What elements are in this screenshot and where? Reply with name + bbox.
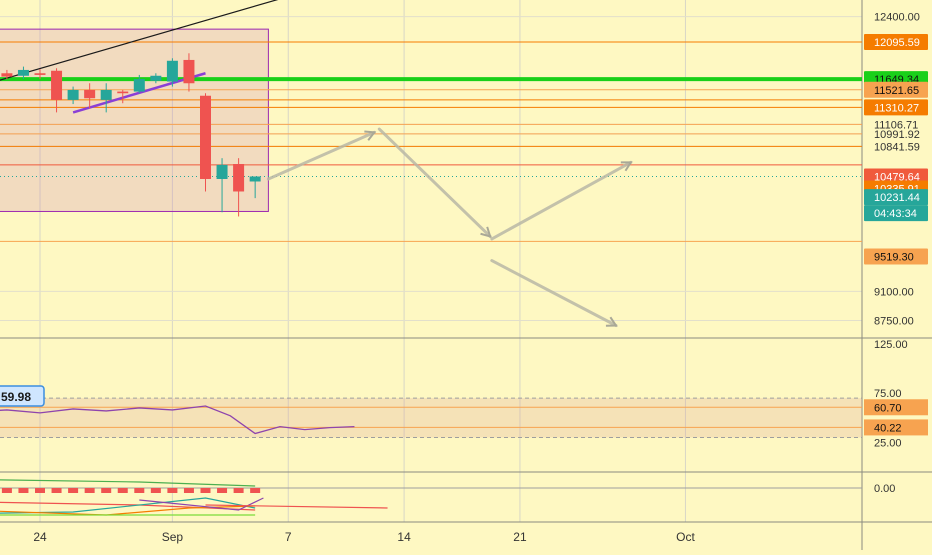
price-badge[interactable] [864,248,928,265]
price-badge-label: 04:43:34 [874,208,917,220]
price-badge-label: 9519.30 [874,251,914,263]
price-tick-label: 9100.00 [874,286,914,298]
rsi-tick-label: 25.00 [874,437,902,449]
oscillator-bar [51,488,62,493]
candle[interactable] [51,70,63,100]
time-tick-label: 21 [513,530,527,544]
forecast-arrowhead [480,226,492,238]
candle[interactable] [233,164,245,192]
rsi-value-label: 59.98 [1,390,31,404]
forecast-arrowhead [620,161,633,172]
candle[interactable] [1,73,13,77]
candle[interactable] [200,95,211,179]
price-tick-label: 8750.00 [874,316,914,328]
forecast-arrow[interactable] [377,127,492,238]
price-badge-label: 12095.59 [874,37,920,49]
price-tick-label: 11106.71 [874,119,918,131]
oscillator-bar [183,488,194,493]
range-rectangle[interactable] [0,28,269,212]
oscillator-pane [0,479,862,516]
candle[interactable] [100,89,112,100]
price-tick-label: 12400.00 [874,12,920,24]
rsi-tick-label: 125.00 [874,339,908,351]
price-badge[interactable] [864,189,928,206]
price-badge[interactable] [864,205,928,222]
oscillator-bar [117,488,128,493]
oscillator-bar [84,488,95,493]
time-tick-label: 24 [33,530,47,544]
candle[interactable] [133,79,145,92]
price-badge-label: 11521.65 [874,85,919,97]
oscillator-bar [68,488,79,493]
price-tick-label: 10991.92 [874,129,920,141]
time-tick-label: 14 [397,530,411,544]
rsi-badge[interactable] [864,399,928,416]
candle[interactable] [166,60,178,82]
candle[interactable] [34,73,46,75]
rsi-tick-label: 75.00 [874,388,902,400]
candle[interactable] [183,59,195,84]
price-badge[interactable] [864,99,928,116]
oscillator-line [205,504,388,509]
oscillator-bar [217,488,228,493]
oscillator-tick-label: 0.00 [874,483,895,495]
rsi-badge[interactable] [864,419,928,436]
candle[interactable] [67,89,79,100]
oscillator-bar [167,488,178,493]
oscillator-bar [150,488,161,493]
rsi-pane: 59.98 [0,385,862,438]
candle[interactable] [249,176,261,182]
time-tick-label: Sep [162,530,184,544]
time-tick-label: 7 [285,530,292,544]
forecast-arrow[interactable] [490,259,618,328]
rsi-value-pill[interactable] [0,385,45,407]
price-badge-label: 11310.27 [874,102,919,114]
trend-line[interactable] [0,0,305,117]
candle[interactable] [17,69,29,76]
oscillator-bar [101,488,112,493]
forecast-arrowhead [605,316,618,327]
candle[interactable] [150,75,162,81]
oscillator-line [0,497,256,514]
oscillator-line [0,479,256,487]
rsi-band [0,398,862,438]
oscillator-bar [200,488,211,493]
rsi-line[interactable] [0,405,355,435]
candle[interactable] [84,89,96,99]
main-pane [0,0,862,328]
rsi-badge-label: 60.70 [874,402,902,414]
candle[interactable] [117,91,129,94]
forecast-arrow[interactable] [266,130,376,181]
oscillator-bar [250,488,261,493]
oscillator-bar [18,488,29,493]
price-badge-label: 10231.44 [874,192,920,204]
forecast-arrowhead [364,130,377,141]
oscillator-line [139,497,264,511]
price-tick-label: 10841.59 [874,141,920,153]
price-badge[interactable] [864,81,928,98]
oscillator-bar [134,488,145,493]
rsi-badge-label: 40.22 [874,422,902,434]
candle[interactable] [216,164,228,179]
oscillator-bar [1,488,12,493]
oscillator-line [0,505,256,516]
time-axis[interactable]: 24 Sep 7 14 21 Oct [33,530,695,544]
forecast-arrow[interactable] [490,160,633,241]
oscillator-bar [35,488,45,493]
oscillator-bar [233,488,244,493]
price-badge[interactable] [864,33,928,50]
time-tick-label: Oct [676,530,695,544]
